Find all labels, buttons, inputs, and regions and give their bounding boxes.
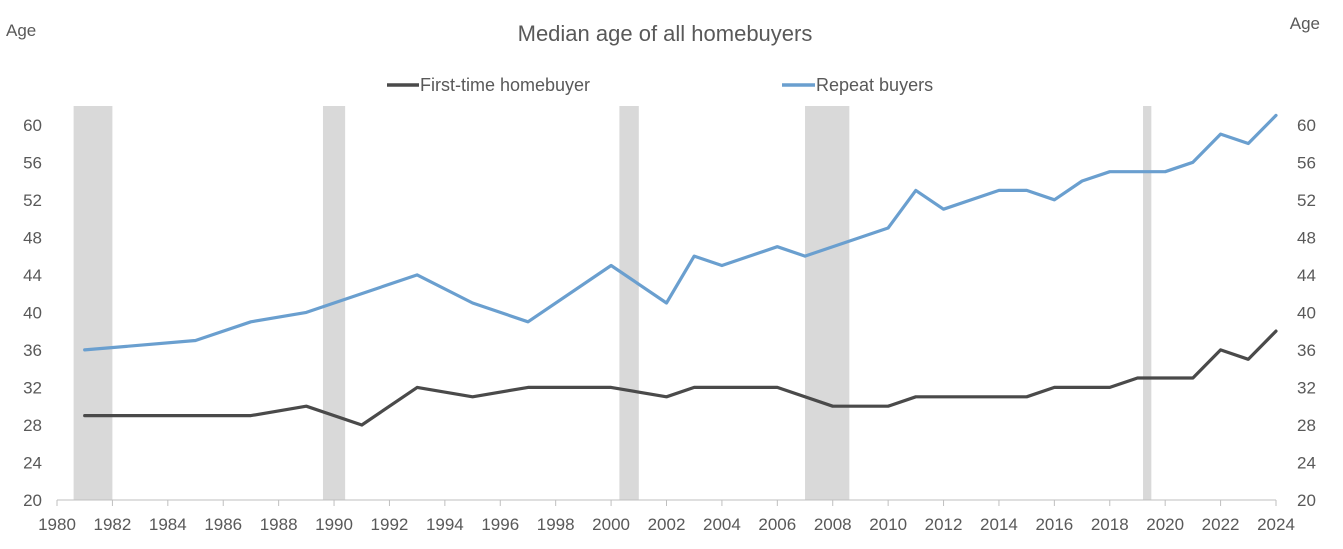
x-tick-label: 1998 [537, 515, 575, 534]
recession-band-2 [619, 106, 639, 500]
x-tick-label: 1990 [315, 515, 353, 534]
recession-band-3 [805, 106, 850, 500]
y-tick-label-right: 60 [1297, 116, 1316, 135]
y-tick-label-right: 24 [1297, 453, 1316, 472]
x-tick-label: 2004 [703, 515, 741, 534]
y-axis-title-right: Age [1290, 14, 1320, 33]
y-tick-label-left: 52 [23, 191, 42, 210]
y-tick-label-left: 44 [23, 266, 42, 285]
x-tick-label: 1986 [204, 515, 242, 534]
x-tick-label: 1996 [481, 515, 519, 534]
y-tick-label-right: 48 [1297, 228, 1316, 247]
chart-title: Median age of all homebuyers [518, 21, 813, 46]
y-tick-label-right: 32 [1297, 378, 1316, 397]
y-tick-label-left: 56 [23, 153, 42, 172]
y-axis-title-left: Age [6, 21, 36, 40]
y-tick-label-left: 24 [23, 453, 42, 472]
x-tick-label: 2020 [1146, 515, 1184, 534]
x-tick-label: 2012 [925, 515, 963, 534]
y-tick-label-left: 28 [23, 416, 42, 435]
x-tick-label: 1980 [38, 515, 76, 534]
y-tick-label-right: 36 [1297, 341, 1316, 360]
y-tick-label-left: 20 [23, 491, 42, 510]
x-tick-label: 1994 [426, 515, 464, 534]
y-tick-label-right: 28 [1297, 416, 1316, 435]
x-tick-label: 2010 [869, 515, 907, 534]
x-tick-label: 2000 [592, 515, 630, 534]
x-tick-label: 2022 [1202, 515, 1240, 534]
y-tick-label-right: 52 [1297, 191, 1316, 210]
y-tick-label-left: 60 [23, 116, 42, 135]
series-line-first-time [83, 329, 1278, 427]
recession-band-4 [1143, 106, 1152, 500]
y-tick-label-right: 20 [1297, 491, 1316, 510]
y-tick-label-left: 36 [23, 341, 42, 360]
x-tick-label: 1992 [371, 515, 409, 534]
legend: First-time homebuyer Repeat buyers [387, 75, 933, 95]
legend-label-first-time: First-time homebuyer [420, 75, 590, 95]
x-tick-label: 1984 [149, 515, 187, 534]
x-tick-label: 2002 [648, 515, 686, 534]
x-tick-label: 2006 [758, 515, 796, 534]
y-tick-label-right: 40 [1297, 303, 1316, 322]
legend-label-repeat: Repeat buyers [816, 75, 933, 95]
x-tick-label: 2014 [980, 515, 1018, 534]
y-tick-label-right: 56 [1297, 153, 1316, 172]
y-tick-label-left: 48 [23, 228, 42, 247]
series-line-repeat [83, 113, 1278, 352]
series-lines [83, 113, 1278, 427]
recession-band-0 [73, 106, 113, 500]
x-tick-label: 2016 [1035, 515, 1073, 534]
x-tick-label: 1988 [260, 515, 298, 534]
x-tick-label: 2024 [1257, 515, 1295, 534]
y-tick-label-right: 44 [1297, 266, 1316, 285]
y-tick-label-left: 40 [23, 303, 42, 322]
x-tick-label: 2008 [814, 515, 852, 534]
x-tick-label: 2018 [1091, 515, 1129, 534]
axes: 1980 1982 1984 1986 1988 1990 1992 1994 1996 1998… [23, 116, 1316, 534]
x-tick-label: 1982 [93, 515, 131, 534]
y-tick-label-left: 32 [23, 378, 42, 397]
recession-bands [73, 106, 1152, 500]
